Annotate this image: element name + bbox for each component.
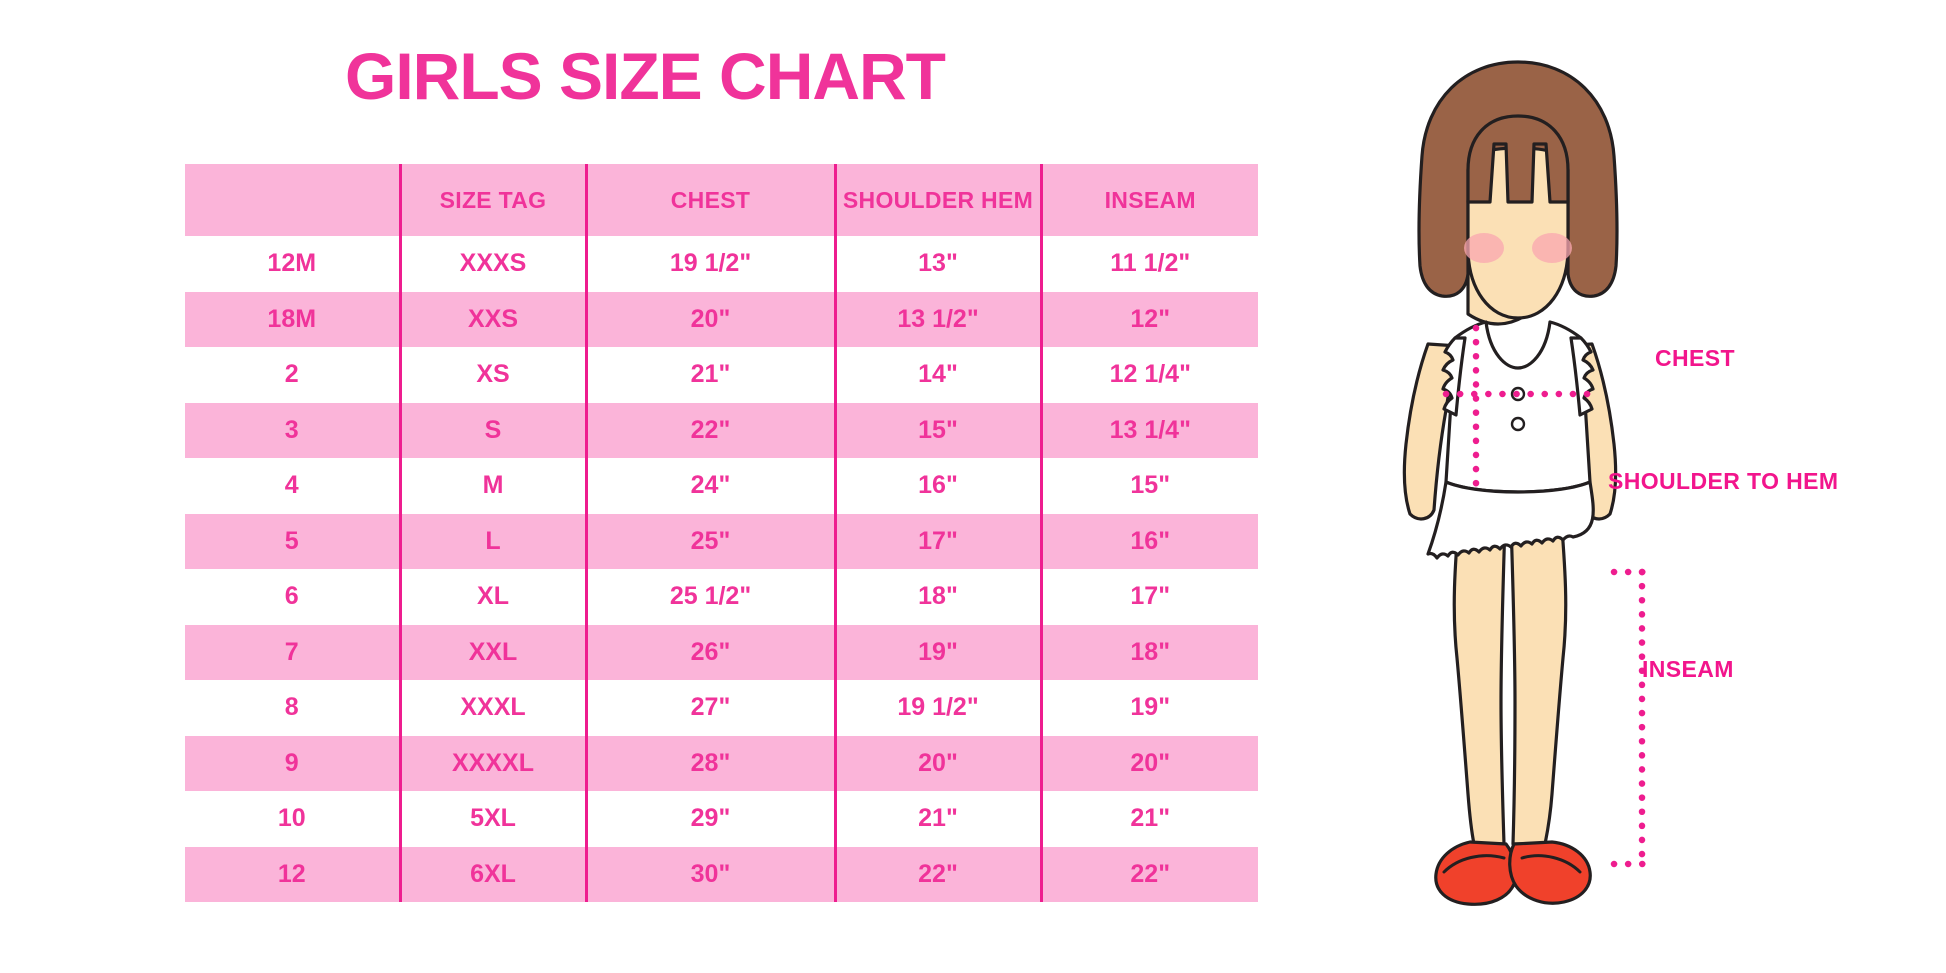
cell-size: 4 (185, 458, 400, 514)
cell-inseam: 22" (1039, 846, 1258, 902)
cell-inseam: 15" (1039, 458, 1258, 514)
cell-chest: 25" (584, 513, 835, 569)
cell-inseam: 19" (1039, 680, 1258, 736)
cell-chest: 30" (584, 846, 835, 902)
table-row: 18M XXS 20" 13 1/2" 12" (185, 291, 1258, 347)
cell-inseam: 11 1/2" (1039, 236, 1258, 292)
table-row: 3 S 22" 15" 13 1/4" (185, 402, 1258, 458)
cell-inseam: 20" (1039, 735, 1258, 791)
table-row: 10 5XL 29" 21" 21" (185, 791, 1258, 847)
cell-size: 8 (185, 680, 400, 736)
header-chest: CHEST (584, 164, 835, 236)
cell-chest: 28" (584, 735, 835, 791)
label-inseam: INSEAM (1642, 656, 1734, 682)
cell-size: 12M (185, 236, 400, 292)
cell-shoulder-hem: 15" (833, 402, 1041, 458)
cell-shoulder-hem: 18" (833, 569, 1041, 625)
cell-size-tag: L (398, 513, 586, 569)
cell-size-tag: XXXS (398, 236, 586, 292)
cell-shoulder-hem: 14" (833, 347, 1041, 403)
page-title: GIRLS SIZE CHART (344, 39, 946, 113)
cell-chest: 25 1/2" (584, 569, 835, 625)
cell-size-tag: 6XL (398, 846, 586, 902)
header-inseam: INSEAM (1039, 164, 1258, 236)
table-row: 8 XXXL 27" 19 1/2" 19" (185, 680, 1258, 736)
cell-size: 2 (185, 347, 400, 403)
cell-size-tag: M (398, 458, 586, 514)
cell-inseam: 12 1/4" (1039, 347, 1258, 403)
table-row: 7 XXL 26" 19" 18" (185, 624, 1258, 680)
header-size-tag: SIZE TAG (398, 164, 586, 236)
cell-inseam: 17" (1039, 569, 1258, 625)
cell-shoulder-hem: 13" (833, 236, 1041, 292)
cell-inseam: 18" (1039, 624, 1258, 680)
table-body: 12M XXXS 19 1/2" 13" 11 1/2" 18M XXS 20" 13 1/2"… (185, 236, 1258, 902)
table-row: 6 XL 25 1/2" 18" 17" (185, 569, 1258, 625)
table-row: 9 XXXXL 28" 20" 20" (185, 735, 1258, 791)
cell-shoulder-hem: 16" (833, 458, 1041, 514)
cell-shoulder-hem: 20" (833, 735, 1041, 791)
cell-shoulder-hem: 22" (833, 846, 1041, 902)
cell-chest: 27" (584, 680, 835, 736)
cell-inseam: 12" (1039, 291, 1258, 347)
label-shoulder-to-hem: SHOULDER TO HEM (1608, 468, 1839, 494)
cell-size: 12 (185, 846, 400, 902)
cell-size: 5 (185, 513, 400, 569)
header-shoulder-hem: SHOULDER HEM (833, 164, 1041, 236)
cell-inseam: 13 1/4" (1039, 402, 1258, 458)
cell-shoulder-hem: 19" (833, 624, 1041, 680)
girls-size-chart-table: SIZE TAG CHEST SHOULDER HEM INSEAM 12M XX… (185, 164, 1258, 902)
table-header: SIZE TAG CHEST SHOULDER HEM INSEAM (185, 164, 1258, 236)
table-row: 2 XS 21" 14" 12 1/4" (185, 347, 1258, 403)
cell-size-tag: 5XL (398, 791, 586, 847)
cell-chest: 26" (584, 624, 835, 680)
cell-shoulder-hem: 21" (833, 791, 1041, 847)
inseam-measure-line-icon (1610, 568, 1652, 868)
label-chest: CHEST (1655, 345, 1735, 371)
table-row: 12M XXXS 19 1/2" 13" 11 1/2" (185, 236, 1258, 292)
cell-size-tag: XXXXL (398, 735, 586, 791)
cell-size-tag: XXXL (398, 680, 586, 736)
cell-shoulder-hem: 19 1/2" (833, 680, 1041, 736)
cell-size-tag: XXL (398, 624, 586, 680)
cell-shoulder-hem: 13 1/2" (833, 291, 1041, 347)
cell-size-tag: XXS (398, 291, 586, 347)
cell-size-tag: S (398, 402, 586, 458)
girl-figure-icon (1318, 52, 1718, 932)
cell-size: 10 (185, 791, 400, 847)
table-row: 12 6XL 30" 22" 22" (185, 846, 1258, 902)
cell-size: 6 (185, 569, 400, 625)
cell-chest: 19 1/2" (584, 236, 835, 292)
cell-size: 9 (185, 735, 400, 791)
cell-chest: 29" (584, 791, 835, 847)
table-row: 4 M 24" 16" 15" (185, 458, 1258, 514)
cell-size: 18M (185, 291, 400, 347)
table-row: 5 L 25" 17" 16" (185, 513, 1258, 569)
cell-chest: 20" (584, 291, 835, 347)
cell-size: 7 (185, 624, 400, 680)
cell-shoulder-hem: 17" (833, 513, 1041, 569)
cell-chest: 22" (584, 402, 835, 458)
table-header-row: SIZE TAG CHEST SHOULDER HEM INSEAM (185, 164, 1258, 236)
cell-chest: 24" (584, 458, 835, 514)
cell-inseam: 16" (1039, 513, 1258, 569)
cell-size-tag: XS (398, 347, 586, 403)
header-size (185, 164, 400, 236)
cell-size-tag: XL (398, 569, 586, 625)
cell-chest: 21" (584, 347, 835, 403)
cell-inseam: 21" (1039, 791, 1258, 847)
cell-size: 3 (185, 402, 400, 458)
